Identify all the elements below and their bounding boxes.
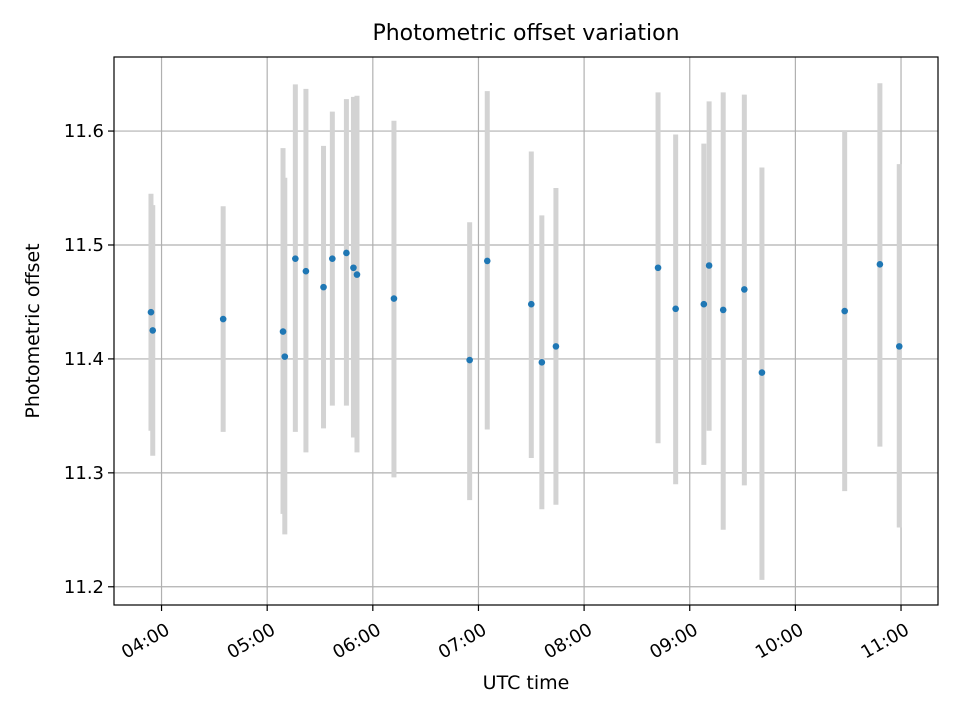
data-point [895,343,903,350]
data-point [527,300,535,308]
grid-lines [114,57,938,605]
y-tick-label: 11.6 [64,121,104,142]
data-point [538,359,546,366]
x-tick-label: 08:00 [541,619,596,663]
data-points [147,249,903,376]
y-axis-label: Photometric offset [22,243,44,419]
data-point [353,271,361,278]
data-point [741,286,748,293]
data-point [329,255,336,262]
data-point [552,343,560,350]
error-bars [148,83,902,580]
data-point [390,295,398,302]
data-point [841,307,848,315]
data-point [700,300,708,308]
x-axis-label: UTC time [482,672,570,694]
data-point [483,257,491,265]
data-point [350,264,357,272]
data-point [672,305,679,313]
x-tick-label: 09:00 [646,619,701,663]
x-tick-label: 10:00 [752,619,807,663]
x-tick-label: 11:00 [857,619,912,663]
data-point [758,369,766,376]
data-point [219,315,227,323]
data-point [281,353,289,360]
data-point [292,255,299,262]
y-tick-label: 11.2 [64,577,104,598]
data-point [279,328,287,335]
data-point [466,356,473,364]
chart-title: Photometric offset variation [372,21,680,46]
data-point [705,262,713,269]
x-tick-label: 04:00 [118,619,173,663]
y-tick-label: 11.3 [64,463,104,484]
plot-frame [113,56,939,606]
data-point [149,327,157,334]
x-tick-label: 06:00 [329,619,384,663]
data-point [654,264,662,272]
x-tick-label: 05:00 [224,619,279,663]
x-tick-label: 07:00 [435,619,490,663]
y-tick-label: 11.4 [64,349,104,370]
data-point [147,308,155,316]
data-point [320,283,327,291]
data-point [876,261,884,268]
data-point [719,306,727,314]
x-axis-ticks: 04:00 05:00 06:00 07:00 08:00 09:00 10:00 11:00 [118,605,913,663]
y-tick-label: 11.5 [64,235,104,256]
y-axis-ticks: 11.2 11.3 11.4 11.5 11.6 [64,121,114,598]
data-point [302,267,310,275]
data-point [343,249,350,257]
